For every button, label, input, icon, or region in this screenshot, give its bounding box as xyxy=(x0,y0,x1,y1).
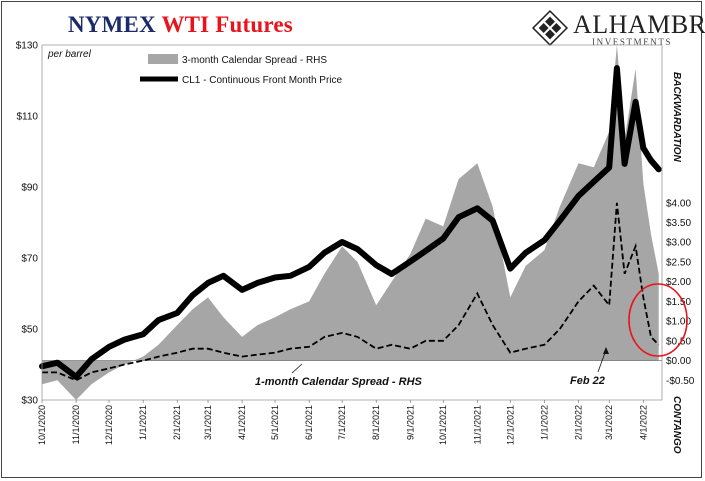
annotation-feb22: Feb 22 xyxy=(570,375,605,387)
highlight-circle xyxy=(628,283,688,357)
y-right-tick-label: $3.00 xyxy=(666,238,691,249)
legend-label-area: 3-month Calendar Spread - RHS xyxy=(182,55,327,66)
y-right-tick-label: $2.00 xyxy=(666,277,691,288)
diamond-logo-icon xyxy=(531,9,569,47)
spread-1m-line xyxy=(42,202,660,382)
x-tick-label: 7/1/2021 xyxy=(337,405,347,440)
logo-name: ALHAMBRA xyxy=(573,10,705,39)
y-right-tick-label: $1.00 xyxy=(666,317,691,328)
y-left-tick-label: $50 xyxy=(21,325,38,336)
x-tick-label: 2/1/2022 xyxy=(574,405,584,440)
x-tick-label: 1/1/2021 xyxy=(138,405,148,440)
x-tick-label: 10/1/2021 xyxy=(438,405,448,445)
x-tick-label: 2/1/2021 xyxy=(172,405,182,440)
y-right-tick-label: $4.00 xyxy=(666,198,691,209)
y-left-tick-label: $90 xyxy=(21,183,38,194)
title-part-wti: WTI Futures xyxy=(161,12,293,37)
side-label-backwardation: BACKWARDATION xyxy=(671,72,682,163)
x-tick-label: 4/1/2021 xyxy=(237,405,247,440)
y-right-tick-label: $0.50 xyxy=(666,336,691,347)
x-tick-label: 9/1/2021 xyxy=(405,405,415,440)
x-tick-label: 8/1/2021 xyxy=(371,405,381,440)
side-label-contango: CONTANGO xyxy=(671,396,682,454)
y-left-tick-label: $110 xyxy=(16,112,38,123)
axes-layer: $30 $50 $70 $90 $110 $130 -$0.50 $0.00 $0.50 $1.0… xyxy=(16,41,695,446)
x-tick-label: 11/1/2020 xyxy=(71,405,81,444)
legend-swatch-area xyxy=(148,54,178,64)
y-left-tick-label: $130 xyxy=(16,41,39,52)
y-right-tick-label: $1.50 xyxy=(666,297,691,308)
x-tick-label: 6/1/2021 xyxy=(304,405,314,440)
y-right-tick-label: $0.00 xyxy=(666,356,691,367)
title-part-nymex: NYMEX xyxy=(68,12,156,37)
y-right-tick-label: $2.50 xyxy=(666,257,691,268)
spread-3m-area xyxy=(42,45,659,400)
alhambra-logo: ALHAMBRA INVESTMENTS xyxy=(528,8,705,48)
price-line xyxy=(39,65,662,380)
chart-title: NYMEX WTI Futures xyxy=(68,12,293,38)
annotation-one-month: 1-month Calendar Spread - RHS xyxy=(255,376,423,388)
y-left-tick-label: $70 xyxy=(21,254,38,265)
x-tick-label: 10/1/2020 xyxy=(37,405,47,445)
y-right-tick-label: $3.50 xyxy=(666,218,691,229)
x-tick-label: 5/1/2021 xyxy=(270,405,280,440)
x-tick-label: 1/1/2022 xyxy=(539,405,549,440)
x-tick-label: 12/1/2020 xyxy=(104,405,114,445)
y-right-tick-label: -$0.50 xyxy=(666,376,695,387)
unit-note: per barrel xyxy=(47,49,92,60)
annotation-one-month-arrow xyxy=(291,363,303,374)
logo-subtitle: INVESTMENTS xyxy=(592,37,673,47)
annotation-feb22-arrowhead xyxy=(603,347,609,354)
labels-layer: per barrel 3-month Calendar Spread - RHS… xyxy=(47,49,688,454)
one-month-spread-layer xyxy=(42,202,660,382)
legend-label-line: CL1 - Continuous Front Month Price xyxy=(182,75,343,86)
x-tick-label: 12/1/2021 xyxy=(505,405,515,445)
price-line-layer xyxy=(39,65,662,380)
x-tick-label: 3/1/2021 xyxy=(203,405,213,440)
x-tick-label: 3/1/2022 xyxy=(604,405,614,440)
x-tick-label: 4/1/2022 xyxy=(638,405,648,440)
x-tick-label: 11/1/2021 xyxy=(472,405,482,444)
spread-area-layer xyxy=(42,45,659,400)
y-left-tick-label: $30 xyxy=(21,396,38,407)
